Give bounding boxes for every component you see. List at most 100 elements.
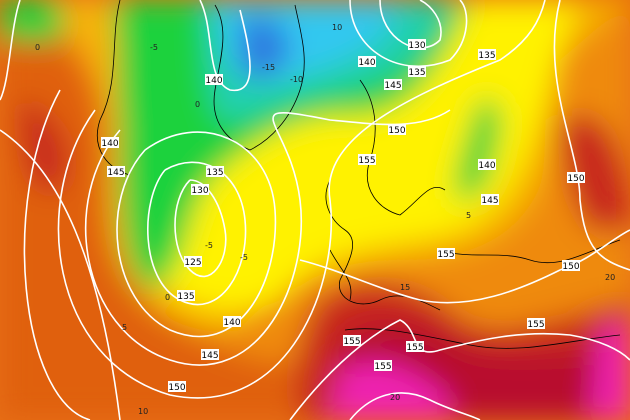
contour-label: 150 (567, 172, 585, 184)
isotherm-label: 10 (332, 23, 342, 32)
svg-text:140: 140 (478, 161, 495, 171)
height-contour (349, 0, 468, 68)
svg-text:155: 155 (437, 250, 454, 260)
height-contour (23, 89, 91, 420)
svg-text:140: 140 (358, 58, 375, 68)
contour-label: 135 (408, 66, 426, 78)
field-region-magenta (590, 320, 630, 420)
isotherm-label: 0 (195, 100, 200, 109)
coastline (359, 79, 446, 216)
svg-text:135: 135 (478, 51, 495, 61)
svg-text:155: 155 (406, 343, 423, 353)
contour-label: 155 (374, 360, 392, 372)
isotherm-label: 20 (390, 393, 400, 402)
height-contour (84, 109, 451, 366)
isotherm-label: 20 (605, 273, 615, 282)
contour-label: 155 (406, 341, 424, 353)
svg-text:150: 150 (388, 126, 405, 136)
contour-label: 155 (527, 318, 545, 330)
contour-label: 140 (101, 137, 119, 149)
svg-text:145: 145 (107, 168, 124, 178)
coastline (97, 0, 131, 176)
isotherm-label: 5 (466, 211, 471, 220)
svg-text:135: 135 (177, 292, 194, 302)
contour-label: 155 (343, 335, 361, 347)
isotherm-label: 15 (400, 283, 410, 292)
contour-label: 140 (223, 316, 241, 328)
field-region-deep_blue (240, 16, 290, 79)
svg-text:135: 135 (206, 168, 223, 178)
contour-label: 140 (205, 74, 223, 86)
svg-text:150: 150 (168, 383, 185, 393)
isotherm-label: 10 (138, 407, 148, 416)
contour-label: 150 (388, 124, 406, 136)
contour-label: 145 (107, 166, 125, 178)
svg-text:145: 145 (201, 351, 218, 361)
coastlines (97, 0, 621, 349)
field-region-green (456, 99, 500, 200)
height-contour (199, 0, 251, 91)
isotherm-label: 0 (165, 293, 170, 302)
field-region-green (0, 0, 64, 43)
coastline (344, 328, 621, 349)
svg-text:140: 140 (223, 318, 240, 328)
svg-text:125: 125 (184, 258, 201, 268)
field-region-red (560, 114, 630, 230)
contour-label: 125 (184, 256, 202, 268)
isotherm-label: -10 (290, 75, 303, 84)
svg-text:155: 155 (358, 156, 375, 166)
height-contour (57, 0, 546, 399)
height-contour (553, 0, 630, 271)
isotherm-label: -15 (262, 63, 275, 72)
svg-text:145: 145 (481, 196, 498, 206)
isotherm-labels: -15 -10 -5 0 -5 0 5 -5 10 0 5 10 15 20 20 (35, 23, 615, 416)
isotherm-label: -5 (205, 241, 213, 250)
contour-label: 145 (384, 79, 402, 91)
svg-text:140: 140 (205, 76, 222, 86)
coastline (325, 179, 441, 311)
svg-text:150: 150 (562, 262, 579, 272)
contour-label: 155 (437, 248, 455, 260)
height-contour (289, 319, 630, 420)
svg-text:155: 155 (527, 320, 544, 330)
height-contour (0, 129, 121, 420)
contour-label: 135 (478, 49, 496, 61)
isotherm-label: -5 (240, 253, 248, 262)
contour-label: 150 (562, 260, 580, 272)
svg-text:130: 130 (191, 186, 208, 196)
contour-label: 130 (191, 184, 209, 196)
svg-text:130: 130 (408, 41, 425, 51)
contour-label: 155 (358, 154, 376, 166)
isotherm-label: 0 (35, 43, 40, 52)
contour-label: 145 (201, 349, 219, 361)
height-contour (116, 131, 277, 338)
contour-label: 140 (478, 159, 496, 171)
contour-label: 140 (358, 56, 376, 68)
isotherm-label: -5 (150, 43, 158, 52)
height-contour (174, 179, 227, 278)
contour-label: 135 (206, 166, 224, 178)
svg-text:150: 150 (567, 174, 584, 184)
svg-text:155: 155 (343, 337, 360, 347)
contour-label: 150 (168, 381, 186, 393)
field-region-magenta (330, 361, 450, 420)
height-contour (0, 0, 21, 101)
contour-label: 130 (408, 39, 426, 51)
contour-labels: 1401301351401451501351401451551351301401… (101, 39, 585, 393)
svg-text:155: 155 (374, 362, 391, 372)
height-contour (349, 392, 481, 420)
contour-label: 145 (481, 194, 499, 206)
coastline (439, 239, 621, 264)
isotherm-label: 5 (122, 323, 127, 332)
coastline (213, 4, 305, 151)
contour-label: 135 (177, 290, 195, 302)
svg-text:145: 145 (384, 81, 401, 91)
svg-text:135: 135 (408, 68, 425, 78)
height-contour (379, 0, 442, 49)
svg-text:140: 140 (101, 139, 118, 149)
height-contour (299, 229, 630, 304)
